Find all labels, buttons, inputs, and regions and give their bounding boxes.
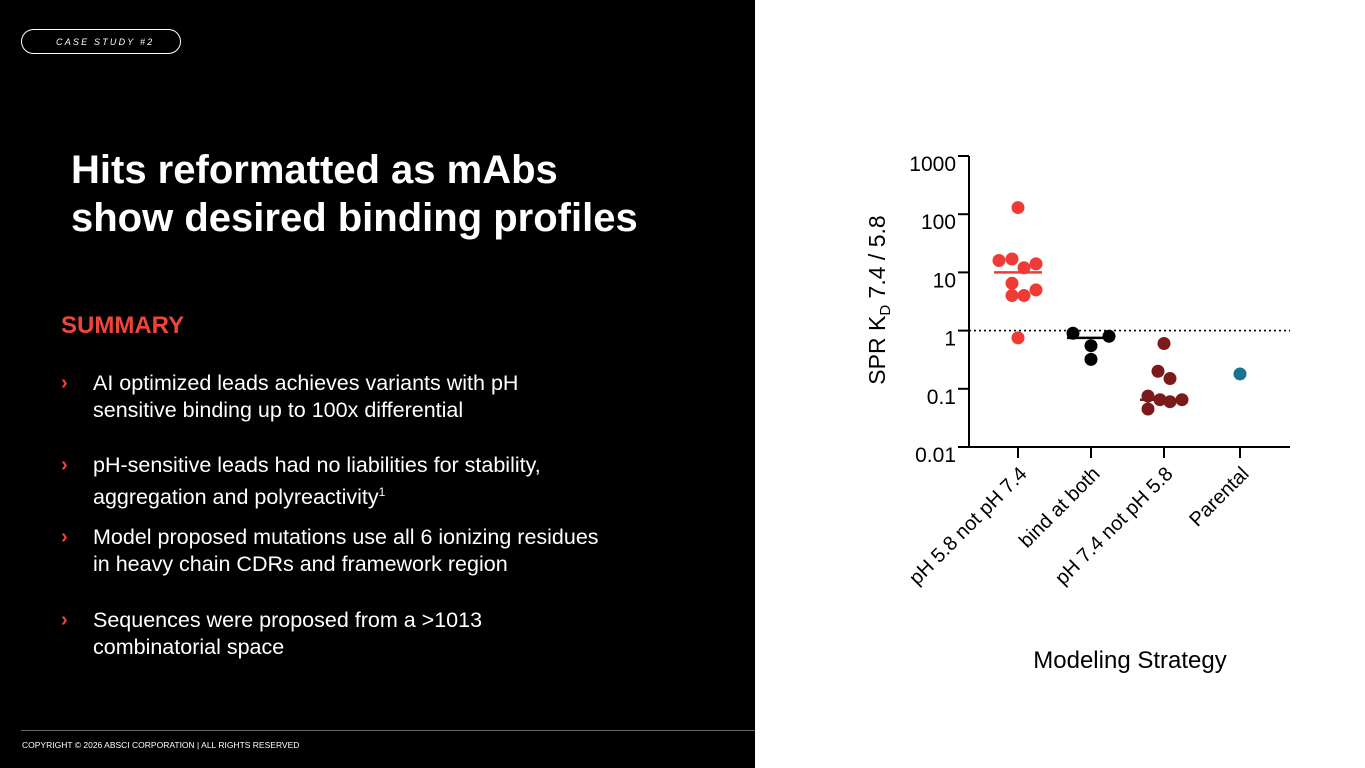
chevron-right-icon: ›	[61, 609, 68, 631]
y-tick-label: 0.01	[915, 444, 956, 467]
data-point	[1011, 201, 1025, 215]
data-point	[1029, 257, 1043, 271]
bullet-line-2: in heavy chain CDRs and framework region	[93, 552, 508, 576]
data-point	[1163, 395, 1177, 409]
data-point	[1005, 289, 1019, 303]
bullet-line-1: Sequences were proposed from a >1013	[93, 608, 483, 632]
x-axis-label: Modeling Strategy	[1033, 647, 1226, 674]
y-tick-label: 1	[944, 328, 956, 351]
data-point	[1005, 276, 1019, 290]
y-tick-label: 1000	[909, 153, 956, 176]
bullet-text: Sequences were proposed from a >1013 com…	[93, 607, 738, 661]
data-point	[1233, 367, 1247, 381]
bullet-text: AI optimized leads achieves variants wit…	[93, 370, 738, 424]
title-line-1: Hits reformatted as mAbs	[71, 148, 558, 192]
chevron-right-icon: ›	[61, 526, 68, 548]
chevron-right-icon: ›	[61, 454, 68, 476]
data-point	[1017, 261, 1031, 275]
data-point	[1157, 337, 1171, 351]
data-point	[1011, 331, 1025, 345]
data-point	[1029, 283, 1043, 297]
copyright-text: COPYRIGHT © 2026 ABSCI CORPORATION | ALL…	[22, 740, 300, 750]
summary-heading: SUMMARY	[61, 312, 185, 339]
data-point	[1066, 326, 1080, 340]
case-study-tag: CASE STUDY #2	[21, 29, 181, 54]
bullet-text: Model proposed mutations use all 6 ioniz…	[93, 524, 738, 578]
x-tick-label: Parental	[1185, 463, 1253, 531]
data-point	[1141, 389, 1155, 403]
footnote-marker: 1	[378, 485, 386, 499]
left-panel: CASE STUDY #2 Hits reformatted as mAbs s…	[0, 0, 755, 768]
bullet-line-1: pH-sensitive leads had no liabilities fo…	[93, 453, 541, 477]
data-point	[1102, 329, 1116, 343]
title-line-2: show desired binding profiles	[71, 196, 638, 240]
slide-title: Hits reformatted as mAbs show desired bi…	[71, 146, 731, 242]
data-point	[1151, 364, 1165, 378]
bullet-line-2: sensitive binding up to 100x differentia…	[93, 398, 464, 422]
data-point	[1141, 402, 1155, 416]
bullet-line-1: AI optimized leads achieves variants wit…	[93, 371, 519, 395]
data-point	[1005, 252, 1019, 266]
bullet-line-2: combinatorial space	[93, 635, 285, 659]
bullet-text: pH-sensitive leads had no liabilities fo…	[93, 452, 738, 511]
bullet-line-2: aggregation and polyreactivity	[93, 485, 379, 510]
chevron-right-icon: ›	[61, 372, 68, 394]
y-tick-label: 0.1	[927, 386, 956, 409]
data-point	[1163, 372, 1177, 386]
data-point	[1017, 289, 1031, 303]
x-tick-label: pH 5.8 not pH 7.4	[905, 463, 1031, 589]
y-tick-label: 100	[921, 211, 956, 234]
y-tick-label: 10	[933, 269, 956, 292]
data-point	[992, 254, 1006, 268]
data-point	[1175, 393, 1189, 407]
footer-divider	[21, 730, 755, 731]
data-point	[1084, 339, 1098, 353]
bullet-line-1: Model proposed mutations use all 6 ioniz…	[93, 525, 599, 549]
data-point	[1153, 393, 1167, 407]
y-axis-label: SPR KD 7.4 / 5.8	[864, 215, 894, 384]
data-point	[1084, 352, 1098, 366]
